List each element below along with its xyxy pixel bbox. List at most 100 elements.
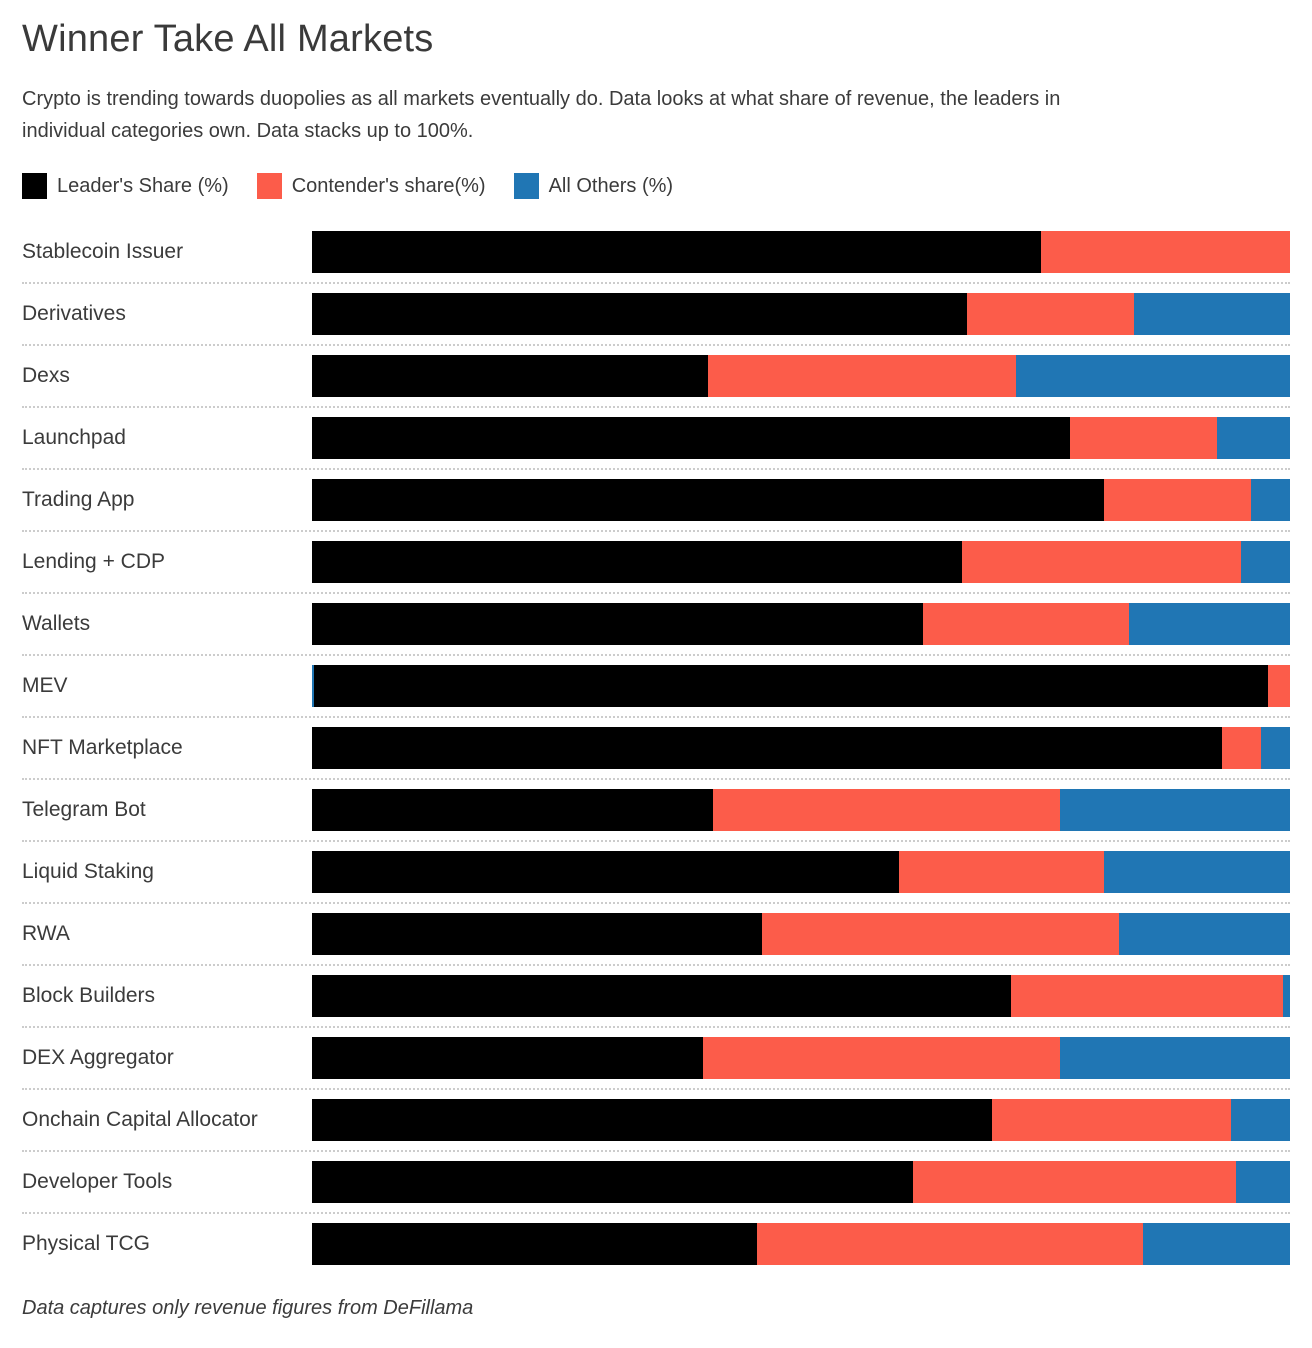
row-label: Launchpad — [22, 426, 126, 449]
bar-segment-contender — [898, 851, 1105, 893]
bar-segment-others — [1118, 913, 1290, 955]
bar-segment-others — [1133, 293, 1290, 335]
bar-segment-leader — [312, 789, 713, 831]
row-bar — [312, 975, 1290, 1017]
chart-row: Developer Tools — [22, 1150, 1290, 1203]
row-label: Derivatives — [22, 302, 126, 325]
row-label: Physical TCG — [22, 1232, 150, 1255]
legend-label-leader: Leader's Share (%) — [57, 174, 229, 197]
row-label: Wallets — [22, 612, 91, 635]
row-label: Onchain Capital Allocator — [22, 1108, 258, 1131]
bar-segment-contender — [1221, 727, 1261, 769]
chart-row: MEV — [22, 654, 1290, 707]
all-others-swatch — [513, 173, 539, 199]
bar-segment-contender — [1267, 665, 1290, 707]
bar-segment-leader — [312, 603, 924, 645]
chart-row: Wallets — [22, 592, 1290, 645]
chart-row: Derivatives — [22, 282, 1290, 335]
chart-row: NFT Marketplace — [22, 716, 1290, 769]
chart-row: Dexs — [22, 344, 1290, 397]
bar-segment-leader — [312, 727, 1222, 769]
chart-rows: Stablecoin Issuer Derivatives Dexs Launc… — [22, 231, 1290, 1265]
page: Winner Take All Markets Crypto is trendi… — [0, 18, 1312, 1348]
bar-segment-leader — [312, 913, 762, 955]
bar-segment-contender — [967, 293, 1134, 335]
row-label: RWA — [22, 922, 70, 945]
bar-segment-leader — [312, 231, 1041, 273]
bar-segment-contender — [1069, 417, 1217, 459]
legend-label-others: All Others (%) — [548, 174, 674, 197]
legend-item-contender: Contender's share(%) — [256, 173, 486, 199]
row-bar — [312, 293, 1290, 335]
bar-segment-others — [1216, 417, 1290, 459]
contender-share-swatch — [256, 173, 282, 199]
bar-segment-others — [1060, 1037, 1290, 1079]
bar-segment-contender — [761, 913, 1119, 955]
row-bar — [312, 1099, 1290, 1141]
row-label: Trading App — [22, 488, 135, 511]
row-bar — [312, 665, 1290, 707]
chart-row: Block Builders — [22, 964, 1290, 1017]
footnote: Data captures only revenue figures from … — [22, 1297, 474, 1319]
chart-row: RWA — [22, 902, 1290, 955]
bar-segment-leader — [312, 479, 1105, 521]
row-label: Lending + CDP — [22, 550, 166, 573]
row-bar — [312, 913, 1290, 955]
legend: Leader's Share (%) Contender's share(%) … — [22, 173, 1290, 199]
bar-segment-contender — [923, 603, 1129, 645]
chart-row: Onchain Capital Allocator — [22, 1088, 1290, 1141]
bar-segment-leader — [314, 665, 1268, 707]
bar-segment-others — [1128, 603, 1290, 645]
bar-segment-contender — [1104, 479, 1251, 521]
bar-segment-others — [1250, 479, 1290, 521]
row-bar — [312, 789, 1290, 831]
row-bar — [312, 1223, 1290, 1265]
row-bar — [312, 541, 1290, 583]
bar-segment-contender — [756, 1223, 1144, 1265]
row-label: Liquid Staking — [22, 860, 154, 883]
row-bar — [312, 355, 1290, 397]
row-bar — [312, 479, 1290, 521]
row-bar — [312, 1161, 1290, 1203]
bar-segment-others — [1260, 727, 1290, 769]
leader-share-swatch — [22, 173, 47, 199]
row-label: Stablecoin Issuer — [22, 240, 184, 263]
bar-segment-contender — [1040, 231, 1290, 273]
bar-segment-others — [1104, 851, 1290, 893]
row-label: NFT Marketplace — [22, 736, 183, 759]
chart-row: Launchpad — [22, 406, 1290, 459]
chart-row: Physical TCG — [22, 1212, 1290, 1265]
bar-segment-leader — [312, 1161, 914, 1203]
row-label: DEX Aggregator — [22, 1046, 174, 1069]
bar-segment-contender — [991, 1099, 1232, 1141]
row-label: Dexs — [22, 364, 70, 387]
bar-segment-contender — [913, 1161, 1237, 1203]
bar-segment-others — [1016, 355, 1290, 397]
subtitle-line-2: individual categories own. Data stacks u… — [22, 120, 474, 142]
bar-segment-contender — [712, 789, 1061, 831]
chart-row: Trading App — [22, 468, 1290, 521]
row-label: Developer Tools — [22, 1170, 173, 1193]
row-bar — [312, 231, 1290, 273]
bar-segment-others — [1236, 1161, 1290, 1203]
chart-row: Lending + CDP — [22, 530, 1290, 583]
bar-segment-others — [312, 665, 315, 707]
row-label: MEV — [22, 674, 68, 697]
bar-segment-leader — [312, 851, 899, 893]
bar-segment-contender — [1011, 975, 1283, 1017]
bar-segment-others — [1231, 1099, 1290, 1141]
bar-segment-leader — [312, 1037, 704, 1079]
bar-segment-others — [1060, 789, 1290, 831]
page-title: Winner Take All Markets — [22, 18, 434, 60]
bar-segment-others — [1241, 541, 1290, 583]
bar-segment-leader — [312, 1223, 757, 1265]
chart-row: Stablecoin Issuer — [22, 231, 1290, 273]
row-bar — [312, 417, 1290, 459]
legend-item-others: All Others (%) — [513, 173, 674, 199]
chart-row: DEX Aggregator — [22, 1026, 1290, 1079]
row-label: Telegram Bot — [22, 798, 146, 821]
chart-row: Telegram Bot — [22, 778, 1290, 831]
row-bar — [312, 851, 1290, 893]
subtitle: Crypto is trending towards duopolies as … — [22, 83, 1290, 147]
bar-segment-leader — [312, 293, 968, 335]
